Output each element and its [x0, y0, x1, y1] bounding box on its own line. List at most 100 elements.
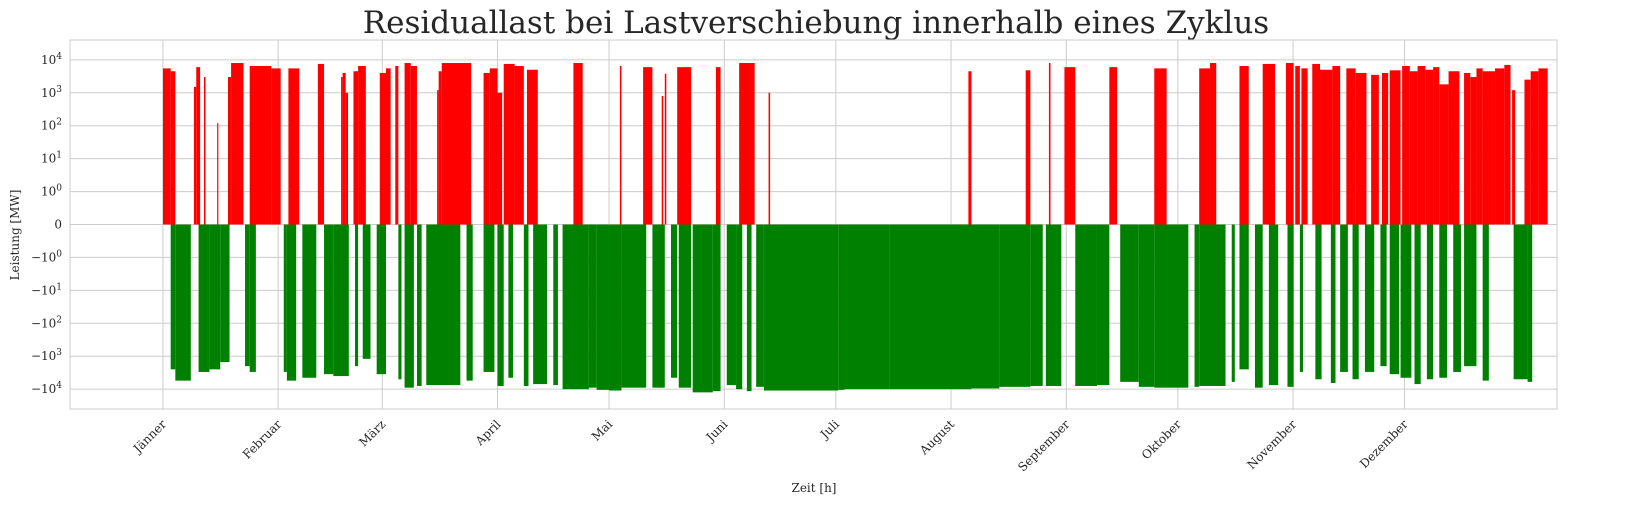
- positive-bar: [968, 71, 972, 225]
- negative-bar: [175, 224, 191, 381]
- positive-bar: [438, 71, 442, 225]
- positive-bar: [317, 63, 325, 225]
- negative-bar: [249, 224, 256, 372]
- positive-bar: [1025, 70, 1031, 225]
- negative-bar: [416, 224, 422, 386]
- y-tick-label: 103: [41, 85, 62, 100]
- negative-bar: [398, 224, 402, 380]
- negative-bar: [1464, 224, 1477, 367]
- negative-bar: [756, 224, 764, 387]
- negative-bar: [333, 224, 349, 377]
- positive-bar: [353, 71, 359, 225]
- negative-bar: [497, 224, 504, 386]
- negative-bar: [1352, 224, 1359, 380]
- positive-bar: [715, 67, 721, 225]
- positive-bar: [514, 65, 524, 225]
- y-tick-label: −100: [31, 249, 62, 264]
- y-axis-label: Leistung [MW]: [8, 190, 22, 281]
- positive-bar: [1285, 63, 1294, 225]
- negative-bar: [1482, 224, 1489, 381]
- negative-bar: [1254, 224, 1263, 388]
- positive-bar: [503, 63, 515, 225]
- y-tick-label: 101: [41, 151, 62, 166]
- plot-frame: [69, 39, 1558, 410]
- negative-bar: [1389, 224, 1400, 375]
- positive-bar: [1417, 65, 1426, 225]
- positive-bar: [217, 123, 219, 225]
- positive-bar: [1524, 79, 1531, 225]
- positive-bar: [1064, 67, 1076, 225]
- positive-bar: [1409, 71, 1418, 225]
- positive-bar: [1476, 68, 1483, 225]
- negative-bar: [466, 224, 473, 381]
- positive-bar: [1346, 68, 1356, 225]
- positive-bar: [1530, 71, 1539, 225]
- negative-bar: [1527, 224, 1533, 382]
- negative-bar: [553, 224, 558, 386]
- positive-bar: [739, 63, 755, 225]
- negative-bar: [999, 224, 1031, 387]
- negative-bar: [362, 224, 371, 359]
- chart-title: Residuallast bei Lastverschiebung innerh…: [363, 5, 1269, 41]
- negative-bar: [220, 224, 230, 363]
- negative-bar: [1120, 224, 1139, 382]
- negative-bar: [1315, 224, 1322, 380]
- negative-bar: [1194, 224, 1200, 387]
- negative-bar: [1414, 224, 1421, 385]
- positive-bar: [1425, 69, 1434, 225]
- positive-bar: [227, 77, 232, 225]
- positive-bar: [1538, 68, 1548, 225]
- negative-bar: [286, 224, 297, 381]
- positive-bar: [677, 67, 692, 225]
- negative-bar: [609, 224, 622, 391]
- negative-bar: [404, 224, 414, 388]
- negative-bar: [355, 224, 359, 367]
- positive-bar: [1439, 84, 1449, 225]
- positive-bar: [271, 68, 281, 225]
- positive-bar: [231, 63, 244, 225]
- negative-bar: [1231, 224, 1235, 382]
- positive-bar: [1389, 70, 1401, 225]
- y-tick-label: 102: [41, 118, 62, 133]
- y-tick-label: 100: [41, 184, 62, 199]
- positive-bar: [619, 65, 622, 225]
- positive-bar: [196, 67, 201, 225]
- positive-bar: [497, 92, 503, 225]
- negative-bar: [588, 224, 597, 388]
- positive-bar: [1262, 63, 1276, 225]
- positive-bar: [1355, 72, 1367, 225]
- negative-bar: [523, 224, 529, 386]
- negative-bar: [170, 224, 176, 370]
- negative-bar: [1199, 224, 1226, 386]
- positive-bar: [1470, 77, 1477, 225]
- x-axis-label: Zeit [h]: [791, 481, 836, 495]
- negative-bar: [376, 224, 386, 375]
- y-tick-label: 104: [41, 52, 62, 67]
- positive-bar: [341, 77, 343, 225]
- negative-bar: [562, 224, 589, 390]
- positive-bar: [1332, 65, 1341, 225]
- positive-bar: [441, 63, 472, 225]
- positive-bar: [1301, 68, 1308, 225]
- y-tick-label: 0: [54, 218, 62, 232]
- negative-bar: [1400, 224, 1412, 378]
- positive-bar: [643, 67, 653, 225]
- positive-bar: [203, 77, 206, 225]
- negative-bar: [533, 224, 548, 385]
- y-tick-label: −102: [31, 315, 62, 330]
- positive-bar: [358, 65, 366, 225]
- positive-bar: [661, 95, 664, 225]
- y-axis-ticks: 104 103 102 101 100 0 −100 −101 −102 −103 −104: [31, 52, 62, 396]
- positive-bar: [1320, 69, 1333, 225]
- positive-bar: [1048, 63, 1051, 225]
- negative-bar: [209, 224, 221, 370]
- negative-bar: [763, 224, 839, 391]
- positive-bar: [1504, 64, 1511, 225]
- negative-bar: [198, 224, 210, 372]
- positive-bar: [249, 65, 272, 225]
- positive-bar: [342, 72, 346, 225]
- negative-bar: [596, 224, 610, 390]
- positive-bar: [345, 92, 349, 225]
- negative-bar: [838, 224, 845, 390]
